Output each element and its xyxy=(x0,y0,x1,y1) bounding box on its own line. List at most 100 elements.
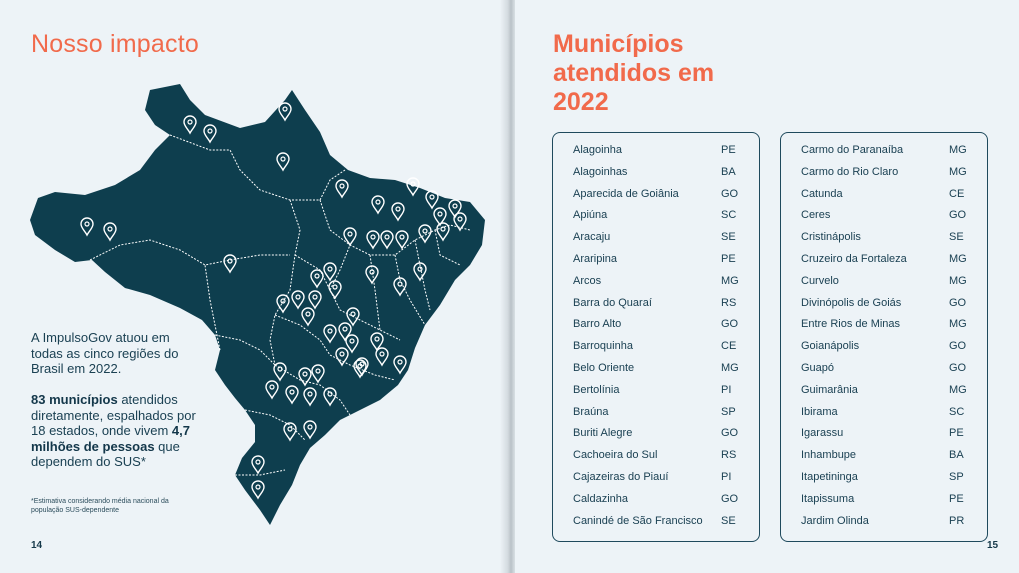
municipality-name: Carmo do Paranaíba xyxy=(801,144,904,156)
border-line xyxy=(434,229,461,266)
border-line xyxy=(329,224,471,256)
page-title: Nosso impacto xyxy=(31,30,199,58)
map-pin-icon xyxy=(370,332,384,352)
state-code: CE xyxy=(721,340,737,353)
municipality-name: Barro Alto xyxy=(573,318,622,331)
list-item: Barroquinha CE xyxy=(553,337,759,359)
border-line xyxy=(319,169,346,201)
municipality-name: Buriti Alegre xyxy=(573,427,633,440)
border-line xyxy=(414,239,431,311)
state-code: MG xyxy=(949,318,967,331)
state-code: GO xyxy=(949,361,967,374)
map-pin-icon xyxy=(223,254,237,274)
map-pin-icon xyxy=(375,347,389,367)
municipality-name: Goianápolis xyxy=(801,340,860,353)
map-pin-icon xyxy=(311,364,325,384)
map-pin-icon xyxy=(303,420,317,440)
border-line xyxy=(274,364,351,416)
municipality-list-column-1: Alagoinha PE Alagoinhas BA Aparecida de Goiâ… xyxy=(552,132,760,542)
border-line xyxy=(244,409,306,441)
intro-text: A ImpulsoGov atuou em todas as cinco reg… xyxy=(31,330,179,376)
border-line xyxy=(204,264,221,351)
municipality-name: Igarassu xyxy=(801,427,844,440)
map-pin-icon xyxy=(328,280,342,300)
map-pin-icon xyxy=(393,355,407,375)
map-pin-icon xyxy=(346,307,360,327)
impact-stats: 83 municípios atendidos diretamente, esp… xyxy=(31,392,196,470)
municipality-name: Itapissuma xyxy=(801,492,855,505)
municipality-name: Guimarânia xyxy=(801,383,858,396)
state-code: PE xyxy=(949,427,964,440)
stat-text-2: que dependem do SUS* xyxy=(31,438,180,470)
municipality-name: Carmo do Rio Claro xyxy=(801,165,899,178)
map-pin-icon xyxy=(343,227,357,247)
state-code: PR xyxy=(949,514,965,527)
municipality-list-column-2: Carmo do Paranaíba MG Carmo do Rio Claro MG… xyxy=(780,132,988,542)
state-code: CE xyxy=(949,187,965,200)
state-code: SC xyxy=(949,405,965,418)
border-line xyxy=(329,244,351,291)
map-pin-icon xyxy=(335,179,349,199)
list-item: Aparecida de Goiânia GO xyxy=(553,185,759,207)
map-pin-icon xyxy=(418,224,432,244)
state-code: BA xyxy=(949,449,964,462)
map-pin-icon xyxy=(80,217,94,237)
map-pin-icon xyxy=(183,115,197,135)
municipality-name: Curvelo xyxy=(801,274,839,287)
map-pin-icon xyxy=(276,152,290,172)
stat-text-1: atendidos diretamente, espalhados por 18… xyxy=(31,392,196,438)
list-item: Ibirama SC xyxy=(781,403,987,425)
state-code: MG xyxy=(721,361,739,374)
municipality-name: Aparecida de Goiânia xyxy=(573,187,679,200)
list-item: Catunda CE xyxy=(781,185,987,207)
border-line xyxy=(214,334,276,366)
list-item: Caldazinha GO xyxy=(553,490,759,512)
map-pin-icon xyxy=(393,277,407,297)
state-code: BA xyxy=(721,165,736,178)
state-code: MG xyxy=(949,383,967,396)
list-item: Jardim Olinda PR xyxy=(781,512,987,534)
border-line xyxy=(269,199,301,366)
municipality-name: Catunda xyxy=(801,187,843,200)
municipality-name: Cajazeiras do Piauí xyxy=(573,470,669,483)
list-item: Braúna SP xyxy=(553,403,759,425)
map-pin-icon xyxy=(425,190,439,210)
state-code: GO xyxy=(949,209,967,222)
map-pin-icon xyxy=(323,262,337,282)
map-pin-icon xyxy=(323,387,337,407)
map-pin-icon xyxy=(291,290,305,310)
state-code: GO xyxy=(721,187,739,200)
state-code: MG xyxy=(949,165,967,178)
map-pin-icon xyxy=(203,124,217,144)
list-item: Cajazeiras do Piauí PI xyxy=(553,468,759,490)
left-page: Nosso impacto xyxy=(0,0,509,573)
list-item: Buriti Alegre GO xyxy=(553,424,759,446)
map-markers xyxy=(80,102,467,500)
map-pin-icon xyxy=(365,265,379,285)
map-pin-icon xyxy=(371,195,385,215)
footnote: *Estimativa considerando média nacional … xyxy=(31,498,169,514)
map-pin-icon xyxy=(433,207,447,227)
list-item: Entre Rios de Minas MG xyxy=(781,315,987,337)
page-number-left: 14 xyxy=(31,540,43,551)
list-item: Goianápolis GO xyxy=(781,337,987,359)
municipality-name: Canindé de São Francisco xyxy=(573,514,703,527)
municipality-name: Aracaju xyxy=(573,231,611,244)
brazil-landmass xyxy=(30,84,485,525)
municipality-name: Guapó xyxy=(801,361,835,374)
state-code: PI xyxy=(721,470,732,483)
municipality-name: Itapetininga xyxy=(801,470,858,483)
map-pin-icon xyxy=(251,455,265,475)
municipality-name: Caldazinha xyxy=(573,492,629,505)
municipality-name: Cristinápolis xyxy=(801,231,861,244)
list-item: Araripina PE xyxy=(553,250,759,272)
state-code: SE xyxy=(721,231,736,244)
municipality-name: Belo Oriente xyxy=(573,361,635,374)
map-pin-icon xyxy=(453,212,467,232)
municipality-name: Barra do Quaraí xyxy=(573,296,652,309)
municipality-name: Cachoeira do Sul xyxy=(573,449,658,462)
state-code: MG xyxy=(949,144,967,156)
state-code: GO xyxy=(949,340,967,353)
border-line xyxy=(89,239,290,266)
list-item: Barra do Quaraí RS xyxy=(553,294,759,316)
